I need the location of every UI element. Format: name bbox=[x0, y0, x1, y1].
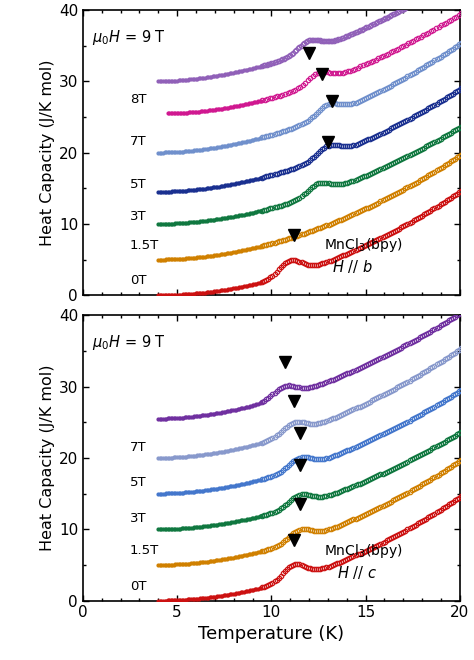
Y-axis label: Heat Capacity (J/K mol): Heat Capacity (J/K mol) bbox=[39, 59, 55, 246]
Text: 0T: 0T bbox=[130, 275, 146, 288]
Text: 5T: 5T bbox=[130, 178, 146, 191]
Text: 7T: 7T bbox=[130, 135, 146, 148]
Text: 3T: 3T bbox=[130, 512, 146, 525]
Text: 1.5T: 1.5T bbox=[130, 239, 159, 252]
Text: MnCl$_3$(bpy): MnCl$_3$(bpy) bbox=[324, 236, 402, 254]
Text: 0T: 0T bbox=[130, 580, 146, 593]
Text: 5T: 5T bbox=[130, 477, 146, 489]
Y-axis label: Heat Capacity (J/K mol): Heat Capacity (J/K mol) bbox=[39, 365, 55, 551]
X-axis label: Temperature (K): Temperature (K) bbox=[198, 624, 345, 643]
Text: 8T: 8T bbox=[130, 92, 146, 106]
Text: 7T: 7T bbox=[130, 441, 146, 453]
Text: MnCl$_3$(bpy): MnCl$_3$(bpy) bbox=[324, 542, 402, 560]
Text: $\mu_0H$ = 9 T: $\mu_0H$ = 9 T bbox=[92, 28, 166, 47]
Text: $\mu_0H$ = 9 T: $\mu_0H$ = 9 T bbox=[92, 333, 166, 352]
Text: $H$ // $\it{c}$: $H$ // $\it{c}$ bbox=[337, 564, 377, 581]
Text: 1.5T: 1.5T bbox=[130, 544, 159, 557]
Text: $H$ // $\it{b}$: $H$ // $\it{b}$ bbox=[332, 258, 373, 275]
Text: 3T: 3T bbox=[130, 211, 146, 223]
